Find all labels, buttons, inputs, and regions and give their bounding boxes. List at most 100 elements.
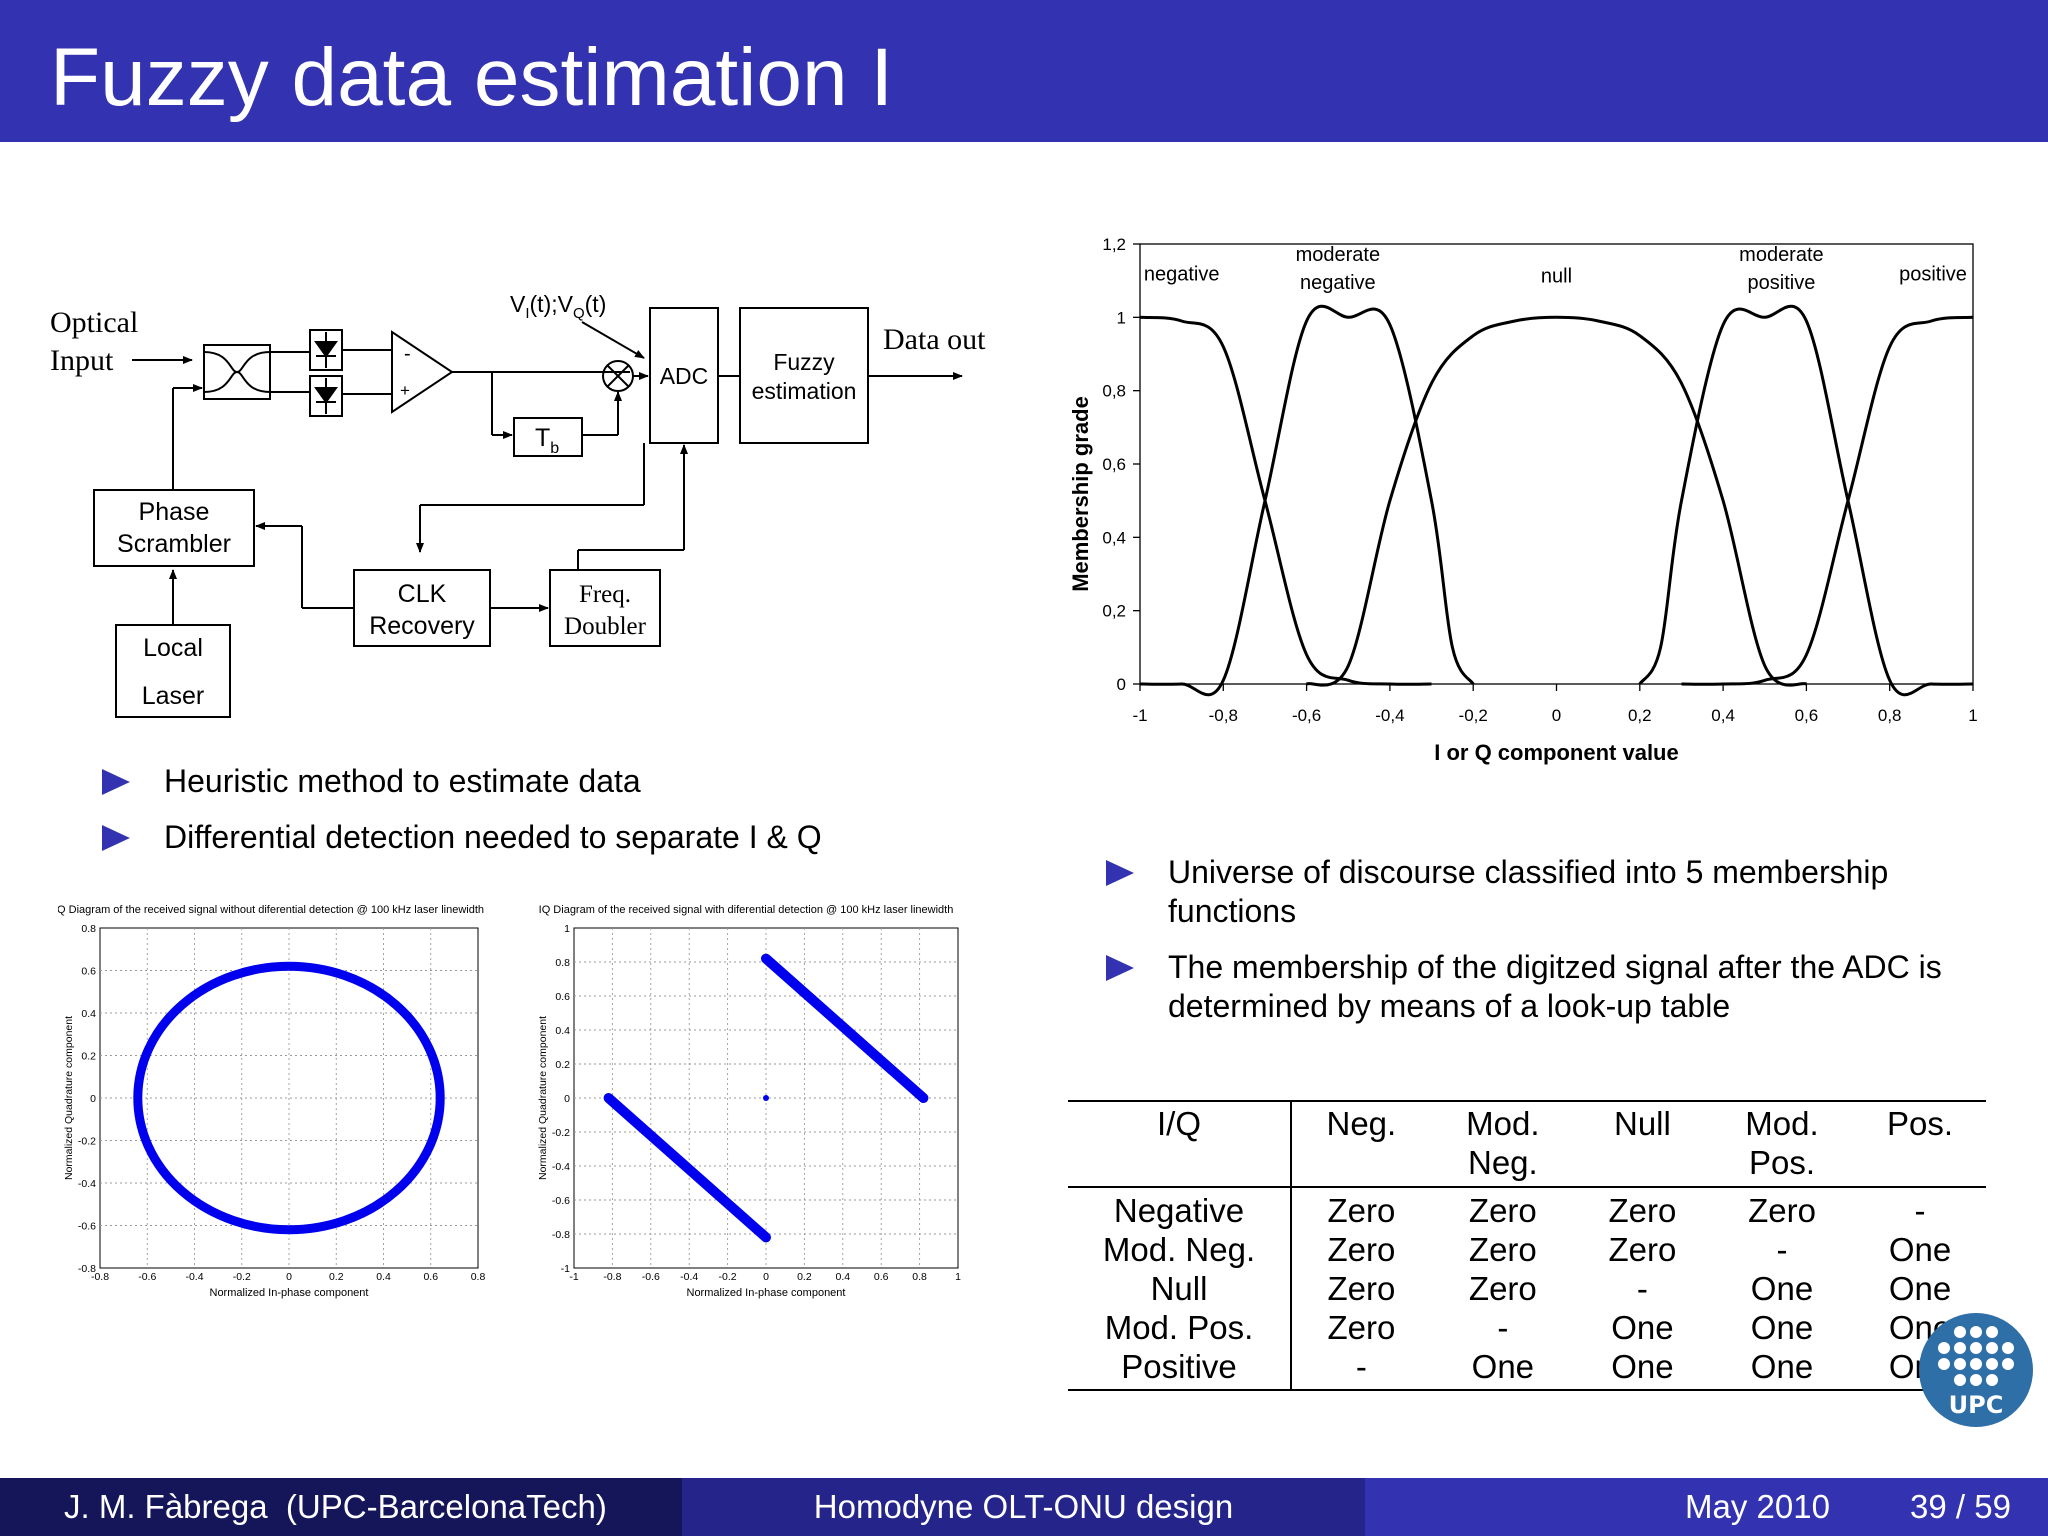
x-tick-label: 0: [1552, 706, 1561, 725]
y-tick-label: 0: [564, 1093, 570, 1105]
x-tick-label: -0,6: [1292, 706, 1321, 725]
x-tick-label: -0,8: [1209, 706, 1238, 725]
table-cell: -: [1914, 1192, 1926, 1229]
iq-plot-differential: -1 -0.8 -0.6 -0.4 -0.2 0 0.2 0.4 0.6 0.8 1 -1 -0.8 -0…: [537, 904, 961, 1299]
bullet-item: Heuristic method to estimate data: [102, 762, 922, 801]
bullet-item: Differential detection needed to separat…: [102, 818, 922, 857]
y-tick-label: 0,6: [1102, 455, 1126, 474]
table-cell: Zero: [1327, 1192, 1396, 1229]
bullet-item: The membership of the digitzed signal af…: [1106, 948, 2026, 1026]
series-label: positive: [1748, 272, 1816, 294]
table-cell: Zero: [1748, 1192, 1816, 1229]
constellation-point: [763, 1095, 769, 1101]
table-cell: -: [1291, 1347, 1431, 1391]
footer-author-segment: J. M. Fàbrega (UPC-BarcelonaTech): [0, 1478, 682, 1536]
table-cell: Zero: [1468, 1192, 1537, 1229]
y-tick-label: 0.2: [555, 1059, 570, 1071]
adc-label: ADC: [660, 363, 709, 389]
table-cell: Zero: [1468, 1270, 1537, 1307]
fuzzy-box: [739, 307, 869, 444]
y-tick-label: 0,2: [1102, 602, 1126, 621]
y-tick-label: -0.6: [552, 1195, 570, 1207]
table-cell: One: [1888, 1231, 1952, 1268]
bullet-text: Universe of discourse classified into 5 …: [1168, 854, 1889, 890]
footer: J. M. Fàbrega (UPC-BarcelonaTech) Homody…: [0, 1478, 2048, 1536]
bullet-text-cont: functions: [1168, 893, 1297, 929]
x-tick-label: 0,4: [1711, 706, 1735, 725]
x-tick-label: 0.2: [797, 1271, 812, 1283]
x-tick-label: -0.6: [138, 1271, 156, 1283]
table-cell: One: [1750, 1270, 1814, 1307]
plot-frame: [1139, 243, 1974, 685]
tb-delay-box: [513, 417, 583, 457]
series-line: [1681, 315, 1974, 686]
footer-talk-title: Homodyne OLT-ONU design: [813, 1488, 1234, 1525]
minus-sign: -: [404, 343, 411, 365]
tb-label: Tb: [535, 424, 559, 457]
row-label: Mod. Neg.: [1068, 1230, 1292, 1269]
footer-page-number: 39 / 59: [1910, 1488, 2011, 1525]
header-cell: Neg.: [1291, 1100, 1431, 1188]
header-cell: I/Q: [1068, 1100, 1292, 1188]
table-row: Mod. Neg. Zero Zero Zero - One: [1068, 1230, 1986, 1269]
fuzzy-label: Fuzzy estimation: [752, 349, 857, 404]
y-tick-label: 1: [1117, 308, 1126, 327]
x-tick-label: -0.2: [719, 1271, 737, 1283]
x-tick-label: -1: [569, 1271, 578, 1283]
constellation-segment: [603, 1093, 771, 1243]
y-tick-label: -0.2: [78, 1136, 96, 1148]
right-bullet-list: Universe of discourse classified into 5 …: [1106, 853, 2026, 1043]
table-row: Negative Zero Zero Zero Zero -: [1068, 1187, 1986, 1230]
data-out-label: Data out: [883, 323, 986, 356]
footer-talk-segment: Homodyne OLT-ONU design: [682, 1478, 1365, 1536]
header-cell: Mod. Pos.: [1709, 1100, 1855, 1188]
x-tick-label: 0.4: [376, 1271, 391, 1283]
y-tick-label: -1: [561, 1263, 570, 1275]
table-cell: One: [1430, 1347, 1575, 1391]
y-tick-label: -0.6: [78, 1221, 96, 1233]
bullet-triangle-icon: [1106, 860, 1134, 886]
freq-doubler-label: Freq. Doubler: [564, 581, 647, 640]
y-tick-label: 0.4: [555, 1025, 570, 1037]
y-tick-label: 1: [564, 923, 570, 935]
series-label: moderate: [1739, 244, 1824, 266]
series-line: [1305, 315, 1808, 687]
upc-logo-text: UPC: [1949, 1391, 2004, 1419]
x-tick-label: 1: [1968, 706, 1977, 725]
x-tick-label: -0.2: [233, 1271, 251, 1283]
y-tick-label: -0.8: [78, 1263, 96, 1275]
differential-amplifier: [391, 330, 454, 414]
table-row: Positive-OneOneOneOne: [1068, 1347, 1986, 1391]
table-cell: One: [1888, 1270, 1952, 1307]
plot-title: IQ Diagram of the received signal withou…: [58, 904, 484, 916]
x-tick-label: 0,8: [1878, 706, 1902, 725]
y-axis-label: Normalized Quadrature component: [537, 1016, 549, 1180]
left-bullet-list: Heuristic method to estimate data Differ…: [102, 762, 922, 874]
y-tick-label: 0: [1117, 675, 1126, 694]
row-label: Positive: [1068, 1347, 1292, 1391]
header-cell: Pos.: [1854, 1100, 1986, 1188]
x-tick-label: 0: [763, 1271, 769, 1283]
membership-chart: 0 0,2 0,4 0,6 0,8 1 1,2 -1 -0,8 -0,6 -0,4 -0,2 0 0,2 0…: [1068, 235, 1978, 765]
table-header-row: I/Q Neg. Mod. Neg. Null Mod. Pos. Pos.: [1068, 1100, 1986, 1188]
table-cell: Zero: [1608, 1192, 1677, 1229]
series-label: negative: [1144, 264, 1220, 286]
y-tick-label: 0.4: [81, 1008, 96, 1020]
table-cell: Zero: [1327, 1270, 1396, 1307]
x-tick-label: -0,2: [1459, 706, 1488, 725]
y-tick-label: 0.8: [81, 923, 96, 935]
header-cell: Null: [1574, 1100, 1710, 1188]
signal-label: VI(t);VQ(t): [510, 291, 606, 322]
x-axis-label: Normalized In-phase component: [687, 1287, 846, 1299]
x-tick-label: -1: [1132, 706, 1147, 725]
optical-input-label: Optical Input: [50, 306, 138, 377]
title-bar: Fuzzy data estimation I: [0, 0, 2048, 142]
y-axis-label: Normalized Quadrature component: [63, 1016, 75, 1180]
footer-date: May 2010: [1685, 1488, 1830, 1525]
series-label: positive: [1899, 264, 1967, 286]
x-tick-label: 0.6: [423, 1271, 438, 1283]
slide-title: Fuzzy data estimation I: [50, 32, 894, 123]
y-tick-label: 0.6: [555, 991, 570, 1003]
receiver-block-diagram: Optical Input - + VI(t);VQ(t) Tb ADC Fuzz…: [50, 291, 986, 718]
table-cell: One: [1611, 1309, 1674, 1346]
